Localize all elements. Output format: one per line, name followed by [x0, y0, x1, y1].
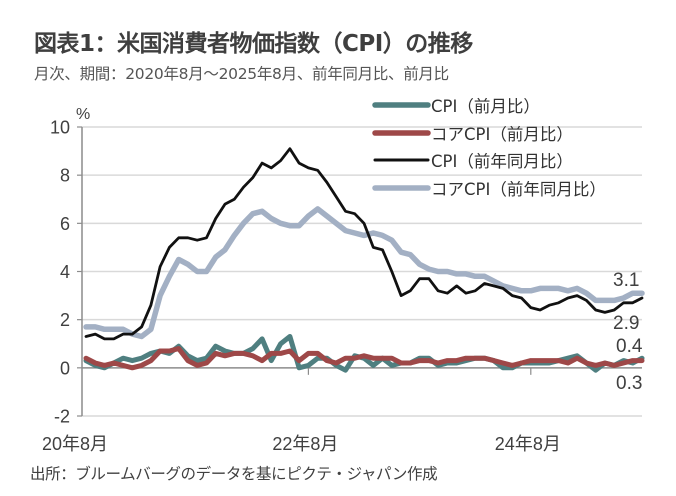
- legend: CPI（前月比） コアCPI（前月比） CPI（前年同月比） コアCPI（前年同月比）: [372, 97, 606, 199]
- y-tick-label: 0: [60, 358, 70, 378]
- series-line-3: [83, 206, 645, 340]
- x-tick-label: 22年8月: [272, 434, 338, 454]
- y-tick-label: 10: [50, 118, 70, 138]
- y-tick-label: 6: [60, 214, 70, 234]
- chart-title: 図表1：米国消費者物価指数（CPI）の推移: [34, 31, 473, 57]
- end-value-label: 2.9: [613, 313, 639, 334]
- legend-label: コアCPI（前年同月比）: [431, 180, 606, 199]
- end-value-label: 3.1: [613, 270, 639, 291]
- series-line-2: [84, 147, 644, 341]
- legend-label: CPI（前月比）: [431, 97, 540, 116]
- legend-label: CPI（前年同月比）: [431, 152, 573, 171]
- end-value-label: 0.4: [616, 336, 643, 357]
- y-tick-label: 4: [60, 262, 70, 282]
- source-note: 出所：ブルームバーグのデータを基にピクテ・ジャパン作成: [30, 465, 438, 483]
- y-tick-labels: -2 0 2 4 6 8 10: [50, 118, 70, 427]
- y-tick-label: -2: [54, 407, 70, 427]
- series-line-1: [83, 346, 645, 371]
- y-tick-label: 8: [60, 166, 70, 186]
- y-axis-unit-label: %: [76, 106, 90, 123]
- legend-label: コアCPI（前月比）: [431, 125, 573, 144]
- y-tick-label: 2: [60, 310, 70, 330]
- chart-subtitle: 月次、期間：2020年8月～2025年8月、前年同月比、前月比: [34, 65, 449, 83]
- x-tick-labels: 20年8月 22年8月 24年8月: [42, 434, 561, 454]
- gridlines: [82, 126, 642, 417]
- end-value-label: 0.3: [616, 373, 642, 394]
- end-value-labels: 3.1 2.90.4 0.3: [613, 270, 643, 394]
- x-tick-label: 24年8月: [495, 434, 561, 454]
- x-tick-label: 20年8月: [42, 434, 108, 454]
- axes: [77, 126, 642, 417]
- series-lines: [83, 147, 645, 373]
